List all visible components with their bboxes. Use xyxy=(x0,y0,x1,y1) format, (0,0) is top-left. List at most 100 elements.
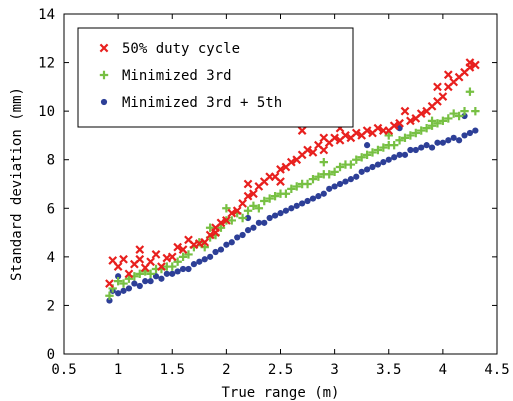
data-point xyxy=(158,275,165,282)
data-point xyxy=(178,252,188,262)
data-point xyxy=(125,285,133,292)
y-tick-label: 12 xyxy=(38,56,55,72)
data-point xyxy=(244,227,252,234)
data-point xyxy=(314,172,323,181)
data-point xyxy=(335,162,345,172)
data-point xyxy=(303,179,312,189)
data-point xyxy=(444,114,453,123)
data-point xyxy=(276,177,285,186)
data-point xyxy=(465,63,475,72)
data-point xyxy=(249,189,258,199)
data-point xyxy=(303,145,312,155)
data-point xyxy=(205,230,215,240)
data-point xyxy=(261,219,268,226)
data-point xyxy=(174,268,181,275)
data-point xyxy=(352,155,361,164)
data-point xyxy=(227,208,237,218)
data-point xyxy=(418,144,425,151)
data-point xyxy=(438,92,448,101)
data-point xyxy=(319,145,329,155)
x-tick-label: 3 xyxy=(330,362,338,378)
data-point xyxy=(384,131,393,140)
legend-marker xyxy=(99,43,109,53)
x-tick-label: 1 xyxy=(114,362,122,378)
data-point xyxy=(396,125,403,132)
data-point xyxy=(456,137,463,144)
data-point xyxy=(412,146,419,154)
data-point xyxy=(428,144,436,151)
data-point xyxy=(106,297,113,304)
data-point xyxy=(270,191,280,201)
data-point xyxy=(167,252,177,262)
data-point xyxy=(146,269,155,279)
y-tick-label: 14 xyxy=(38,7,55,23)
data-point xyxy=(281,189,291,198)
data-point xyxy=(331,183,338,190)
data-point xyxy=(325,170,334,179)
data-point xyxy=(395,136,404,145)
data-point xyxy=(395,118,404,128)
data-point xyxy=(450,134,457,141)
y-tick-label: 6 xyxy=(47,201,55,217)
data-point xyxy=(362,126,372,135)
data-point xyxy=(326,185,333,192)
series-1 xyxy=(105,58,480,288)
data-point xyxy=(445,137,452,144)
data-point xyxy=(135,245,145,254)
data-point xyxy=(315,193,322,200)
data-point xyxy=(168,262,177,271)
data-point xyxy=(254,204,264,213)
data-point xyxy=(362,150,372,160)
data-point xyxy=(364,142,371,149)
data-points xyxy=(105,58,480,304)
data-point xyxy=(207,253,214,260)
data-point xyxy=(417,126,426,135)
data-point xyxy=(173,242,183,252)
data-point xyxy=(131,280,138,287)
data-point xyxy=(243,206,253,215)
data-point xyxy=(434,139,441,146)
x-tick-label: 1.5 xyxy=(160,362,185,378)
data-point xyxy=(135,269,144,279)
data-point xyxy=(147,278,154,285)
y-tick-label: 4 xyxy=(47,250,55,266)
data-point xyxy=(465,87,475,96)
data-point xyxy=(124,274,134,283)
data-point xyxy=(423,142,430,149)
data-point xyxy=(222,204,231,213)
y-axis: 0 2 4 6 8 10 12 14 xyxy=(38,7,497,363)
data-point xyxy=(438,116,448,126)
y-tick-label: 0 xyxy=(47,347,55,363)
x-tick-label: 2 xyxy=(222,362,230,378)
data-point xyxy=(105,279,114,288)
data-point xyxy=(407,146,414,154)
data-point xyxy=(470,60,480,70)
x-axis-label: True range (m) xyxy=(221,385,339,401)
data-point xyxy=(234,234,241,241)
data-point xyxy=(400,106,410,116)
data-point xyxy=(271,212,279,219)
legend: 50% duty cycle Minimized 3rd Minimized 3rd… xyxy=(77,27,354,128)
data-point xyxy=(136,282,143,290)
data-point xyxy=(249,201,258,211)
y-tick-label: 10 xyxy=(38,104,55,120)
legend-box xyxy=(77,27,354,128)
data-point xyxy=(135,254,145,264)
data-point xyxy=(239,231,246,239)
data-point xyxy=(297,126,307,135)
data-point xyxy=(276,165,285,174)
data-point xyxy=(373,123,383,133)
data-point xyxy=(169,270,176,277)
legend-label: 50% duty cycle xyxy=(122,41,240,57)
data-point xyxy=(449,109,458,118)
data-point xyxy=(105,291,114,300)
data-point xyxy=(368,148,377,157)
y-axis-label: Standard deviation (mm) xyxy=(9,87,25,281)
legend-item: Minimized 3rd + 5th xyxy=(100,95,282,111)
data-point xyxy=(309,195,317,202)
data-point xyxy=(364,166,371,173)
data-point xyxy=(293,202,300,209)
data-point xyxy=(113,262,123,271)
data-point xyxy=(286,157,296,167)
data-point xyxy=(406,131,415,140)
